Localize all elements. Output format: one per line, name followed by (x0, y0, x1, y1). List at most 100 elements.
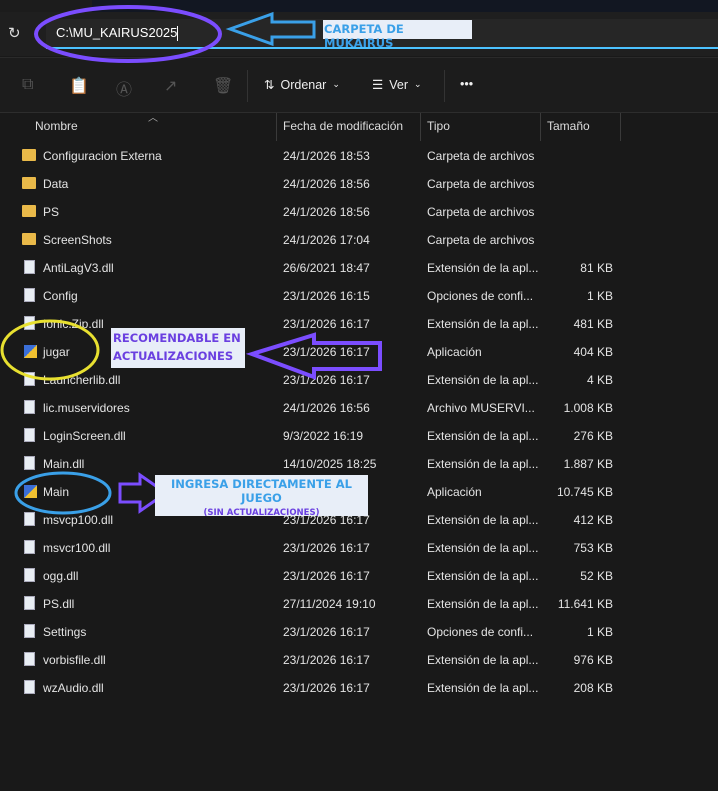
window-tab[interactable] (0, 0, 92, 12)
column-divider[interactable] (620, 113, 621, 141)
file-icon (24, 260, 35, 274)
file-date: 23/1/2026 16:17 (283, 373, 370, 387)
file-date: 24/1/2026 16:56 (283, 401, 370, 415)
view-button[interactable]: ☰ Ver ⌄ (372, 77, 422, 93)
file-name: PS (43, 205, 60, 219)
file-row[interactable]: ogg.dll 23/1/2026 16:17 Extensión de la … (0, 562, 640, 590)
jugar-callout: RECOMENDABLE EN ACTUALIZACIONES (111, 328, 245, 368)
delete-icon[interactable]: 🗑 (213, 78, 234, 95)
file-type: Extensión de la apl... (427, 597, 539, 611)
more-button[interactable]: ••• (460, 77, 473, 91)
file-name: vorbisfile.dll (43, 653, 106, 667)
file-name: Configuracion Externa (43, 149, 162, 163)
file-type: Extensión de la apl... (427, 317, 539, 331)
file-row[interactable]: Launcherlib.dll 23/1/2026 16:17 Extensió… (0, 366, 640, 394)
file-icon (24, 540, 35, 554)
file-date: 9/3/2022 16:19 (283, 429, 364, 443)
file-row[interactable]: PS 24/1/2026 18:56 Carpeta de archivos (0, 198, 640, 226)
sort-caret-icon: ︿ (148, 113, 158, 124)
file-date: 14/10/2025 18:25 (283, 457, 377, 471)
file-size: 976 KB (573, 653, 613, 667)
file-size: 404 KB (573, 345, 613, 359)
file-name: PS.dll (43, 597, 75, 611)
column-type[interactable]: Tipo (427, 119, 450, 133)
refresh-icon[interactable]: ↻ (8, 25, 21, 42)
file-row[interactable]: LoginScreen.dll 9/3/2022 16:19 Extensión… (0, 422, 640, 450)
file-name: Launcherlib.dll (43, 373, 121, 387)
file-date: 23/1/2026 16:17 (283, 513, 370, 527)
file-name: msvcp100.dll (43, 513, 114, 527)
file-icon (24, 652, 35, 666)
file-type: Extensión de la apl... (427, 541, 539, 555)
file-name: Data (43, 177, 69, 191)
file-row[interactable]: jugar 23/1/2026 16:17 Aplicación 404 KB (0, 338, 640, 366)
file-date: 24/1/2026 18:56 (283, 205, 370, 219)
column-name[interactable]: Nombre (35, 119, 78, 133)
file-date: 26/6/2021 18:47 (283, 261, 370, 275)
file-row[interactable]: msvcp100.dll 23/1/2026 16:17 Extensión d… (0, 506, 640, 534)
file-name: ScreenShots (43, 233, 112, 247)
column-divider[interactable] (420, 113, 421, 141)
file-date: 23/1/2026 16:17 (283, 653, 370, 667)
more-icon: ••• (460, 77, 474, 91)
file-row[interactable]: Configuracion Externa 24/1/2026 18:53 Ca… (0, 142, 640, 170)
file-row[interactable]: PS.dll 27/11/2024 19:10 Extensión de la … (0, 590, 640, 618)
file-date: 23/1/2026 16:15 (283, 289, 370, 303)
exe-icon (24, 345, 37, 358)
file-date: 23/1/2026 16:17 (283, 317, 370, 331)
file-type: Opciones de confi... (427, 625, 534, 639)
file-size: 52 KB (580, 569, 613, 583)
share-icon[interactable]: ↗ (164, 78, 178, 95)
folder-icon (22, 233, 36, 245)
file-row[interactable]: AntiLagV3.dll 26/6/2021 18:47 Extensión … (0, 254, 640, 282)
file-row[interactable]: Main Aplicación 10.745 KB (0, 478, 640, 506)
callout-line: INGRESA DIRECTAMENTE AL JUEGO (171, 477, 352, 505)
sort-icon: ⇅ (264, 78, 275, 92)
file-row[interactable]: vorbisfile.dll 23/1/2026 16:17 Extensión… (0, 646, 640, 674)
file-date: 24/1/2026 17:04 (283, 233, 370, 247)
file-size: 1.008 KB (563, 401, 613, 415)
file-name: AntiLagV3.dll (43, 261, 114, 275)
file-row[interactable]: lic.muservidores 24/1/2026 16:56 Archivo… (0, 394, 640, 422)
chevron-down-icon: ⌄ (413, 79, 422, 89)
file-row[interactable]: Config 23/1/2026 16:15 Opciones de confi… (0, 282, 640, 310)
file-row[interactable]: Data 24/1/2026 18:56 Carpeta de archivos (0, 170, 640, 198)
file-row[interactable]: ScreenShots 24/1/2026 17:04 Carpeta de a… (0, 226, 640, 254)
file-size: 11.641 KB (557, 597, 613, 611)
file-type: Extensión de la apl... (427, 653, 539, 667)
file-name: Main (43, 485, 70, 499)
column-divider[interactable] (540, 113, 541, 141)
sort-button[interactable]: ⇅ Ordenar ⌄ (264, 77, 340, 93)
file-date: 24/1/2026 18:53 (283, 149, 370, 163)
file-type: Extensión de la apl... (427, 261, 539, 275)
main-callout: INGRESA DIRECTAMENTE AL JUEGO (SIN ACTUAL… (155, 475, 368, 518)
folder-icon (22, 177, 36, 189)
file-type: Extensión de la apl... (427, 513, 539, 527)
file-row[interactable]: msvcr100.dll 23/1/2026 16:17 Extensión d… (0, 534, 640, 562)
toolbar: ⧉ 📋 Ⓐ ↗ 🗑 ⇅ Ordenar ⌄ ☰ Ver ⌄ ••• (0, 57, 718, 113)
divider (444, 70, 445, 102)
file-name: Settings (43, 625, 87, 639)
address-row: ↻ C:\MU_KAIRUS2025 (0, 12, 718, 56)
rename-icon[interactable]: Ⓐ (116, 82, 133, 99)
file-type: Extensión de la apl... (427, 569, 539, 583)
file-type: Carpeta de archivos (427, 177, 535, 191)
column-header: ︿ Nombre Fecha de modificación Tipo Tama… (0, 113, 718, 141)
arrow-right-icon (118, 472, 169, 514)
column-divider[interactable] (276, 113, 277, 141)
file-type: Carpeta de archivos (427, 233, 535, 247)
file-type: Aplicación (427, 485, 482, 499)
column-date[interactable]: Fecha de modificación (283, 119, 404, 133)
column-size[interactable]: Tamaño (547, 119, 590, 133)
file-name: msvcr100.dll (43, 541, 111, 555)
file-icon (24, 400, 35, 414)
file-icon (24, 456, 35, 470)
callout-line: (SIN ACTUALIZACIONES) (203, 508, 320, 518)
file-size: 753 KB (573, 541, 613, 555)
file-row[interactable]: Settings 23/1/2026 16:17 Opciones de con… (0, 618, 640, 646)
copy-icon[interactable]: ⧉ (22, 76, 34, 93)
file-row[interactable]: Main.dll 14/10/2025 18:25 Extensión de l… (0, 450, 640, 478)
paste-icon[interactable]: 📋 (69, 78, 89, 95)
file-size: 412 KB (573, 513, 613, 527)
file-row[interactable]: wzAudio.dll 23/1/2026 16:17 Extensión de… (0, 674, 640, 702)
